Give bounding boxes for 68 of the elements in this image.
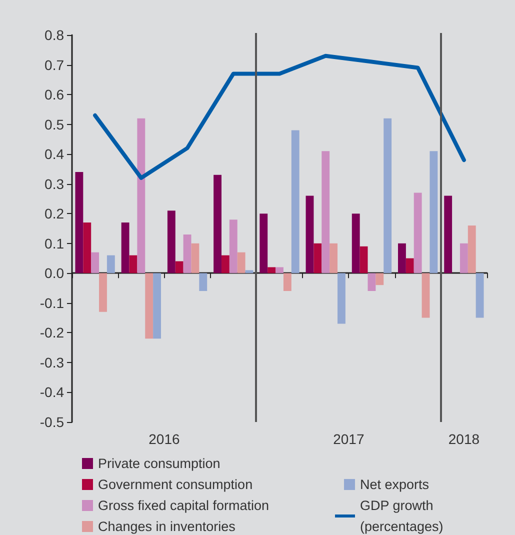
y-tick-label: -0.3 xyxy=(40,354,64,370)
bar xyxy=(167,210,176,274)
bar xyxy=(476,273,484,318)
bar xyxy=(83,222,92,274)
bar xyxy=(314,243,322,274)
bar xyxy=(75,172,84,274)
y-tick-label: -0.1 xyxy=(40,294,64,311)
bar xyxy=(306,196,314,274)
bar xyxy=(406,258,414,274)
legend-label: Net exports xyxy=(360,477,430,492)
bar xyxy=(276,267,284,274)
legend-label: Changes in inventories xyxy=(98,519,236,534)
bar xyxy=(460,243,468,274)
legend-label: GDP growth (percentages) xyxy=(360,498,444,534)
bar xyxy=(91,252,100,274)
bar xyxy=(145,273,154,339)
y-tick-label: 0.8 xyxy=(44,27,64,43)
bar xyxy=(330,243,338,274)
legend-label: Government consumption xyxy=(98,477,253,492)
bar xyxy=(237,252,246,274)
bar xyxy=(384,118,392,274)
bar xyxy=(444,196,452,274)
bar xyxy=(352,214,360,274)
bar xyxy=(214,174,222,274)
y-tick-label: 0.4 xyxy=(44,146,64,162)
bar xyxy=(338,273,346,324)
bar xyxy=(398,243,406,274)
bar xyxy=(129,255,138,274)
y-tick-label: 0.6 xyxy=(44,86,64,103)
bar xyxy=(291,130,300,274)
bar xyxy=(221,255,230,274)
bar xyxy=(106,255,115,274)
y-tick-label: -0.5 xyxy=(40,414,64,430)
y-tick-label: -0.2 xyxy=(40,324,64,341)
bar xyxy=(322,151,330,274)
bar xyxy=(422,273,430,318)
text: 2016 xyxy=(148,431,180,447)
bar xyxy=(260,214,268,274)
y-tick-label: 0.1 xyxy=(44,235,64,252)
legend-label: Gross fixed capital formation xyxy=(98,498,270,513)
y-tick-label: 0.2 xyxy=(44,206,64,222)
bar xyxy=(153,273,161,339)
bar xyxy=(183,234,192,274)
line-series xyxy=(93,54,466,180)
bar xyxy=(175,261,184,274)
bar xyxy=(360,246,368,274)
bar xyxy=(199,273,208,292)
legend-label: Private consumption xyxy=(98,456,220,471)
bar xyxy=(121,222,130,274)
bar xyxy=(191,243,200,274)
y-tick-label: 0.3 xyxy=(44,176,64,192)
text: 2017 xyxy=(333,431,364,447)
text: 2018 xyxy=(448,431,480,447)
bar xyxy=(137,118,146,274)
bar xyxy=(414,192,422,274)
y-tick-label: -0.4 xyxy=(40,384,64,400)
bar xyxy=(376,273,384,286)
y-tick-label: 0.0 xyxy=(44,265,64,282)
bar xyxy=(430,151,438,274)
y-tick-label: 0.7 xyxy=(44,56,64,73)
bar xyxy=(99,273,107,312)
bar xyxy=(283,273,292,292)
y-tick-label: 0.5 xyxy=(44,116,64,132)
bar xyxy=(229,220,238,274)
bar xyxy=(368,273,376,292)
bar xyxy=(468,226,476,274)
bar xyxy=(245,270,254,274)
bar xyxy=(268,267,276,274)
